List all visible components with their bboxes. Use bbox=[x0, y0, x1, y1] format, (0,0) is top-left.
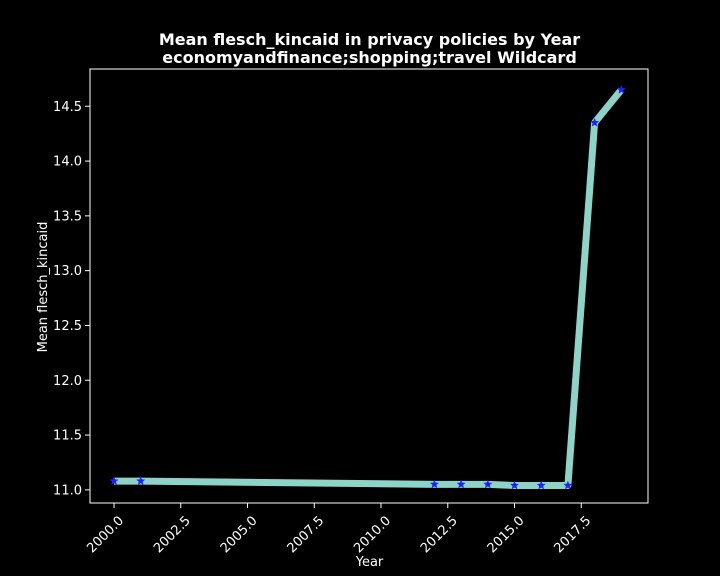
data-point bbox=[109, 476, 119, 486]
y-tick-label: 13.5 bbox=[53, 209, 82, 224]
data-point bbox=[483, 479, 493, 489]
y-tick-label: 11.0 bbox=[53, 483, 82, 498]
y-tick-label: 14.0 bbox=[53, 155, 82, 170]
y-tick-label: 11.5 bbox=[53, 429, 82, 444]
data-point bbox=[563, 480, 573, 490]
data-point bbox=[536, 480, 546, 490]
y-tick-label: 13.0 bbox=[53, 264, 82, 279]
x-axis-label: Year bbox=[355, 555, 384, 570]
plot-frame bbox=[89, 68, 649, 504]
data-point bbox=[589, 117, 600, 127]
y-axis-label: Mean flesch_kincaid bbox=[36, 222, 51, 353]
data-point bbox=[456, 479, 466, 489]
data-point bbox=[509, 480, 520, 490]
data-point bbox=[429, 479, 440, 489]
y-axis: 11.0 11.5 12.0 12.5 13.0 13.5 14.0 14.5 bbox=[53, 100, 90, 498]
series-line bbox=[114, 87, 625, 489]
chart-title: Mean flesch_kincaid in privacy policies … bbox=[159, 30, 580, 49]
plot-area bbox=[89, 68, 649, 504]
y-tick-label: 12.0 bbox=[53, 374, 82, 389]
data-point bbox=[136, 476, 146, 486]
y-tick-label: 12.5 bbox=[53, 319, 82, 334]
series-layer bbox=[109, 84, 626, 490]
chart-subtitle: economyandfinance;shopping;travel Wildca… bbox=[162, 48, 577, 67]
data-point bbox=[616, 84, 626, 94]
y-tick-label: 14.5 bbox=[53, 100, 82, 115]
